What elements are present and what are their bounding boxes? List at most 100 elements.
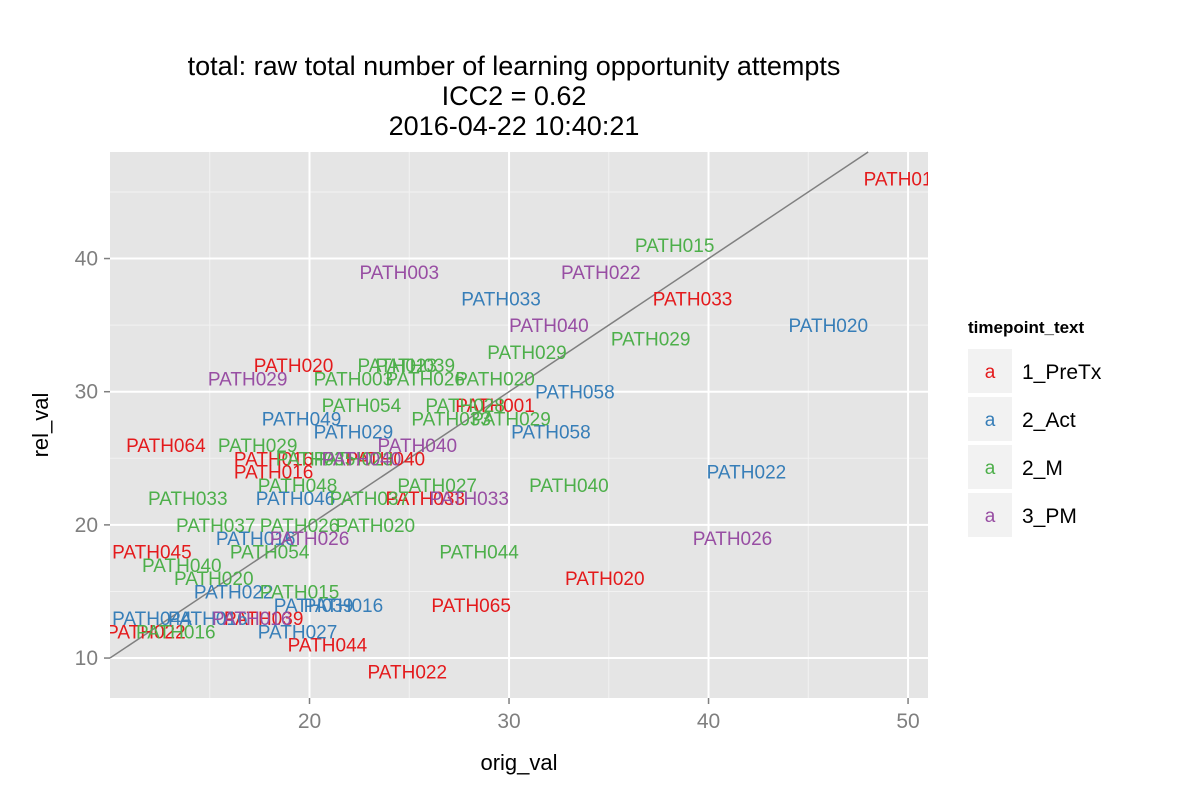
x-tick-label: 50 (896, 710, 919, 733)
plot-panel (110, 152, 928, 698)
point-label: PATH040 (346, 449, 426, 470)
y-tick-label: 20 (75, 514, 98, 537)
title-line-3: 2016-04-22 10:40:21 (389, 111, 640, 141)
point-label: PATH039 (224, 609, 304, 630)
reference-line (109, 151, 869, 659)
point-label: PATH033 (148, 489, 228, 510)
legend-label: 1_PreTx (1022, 361, 1102, 384)
point-label: PATH026 (693, 529, 773, 550)
x-tick-label: 30 (497, 710, 520, 733)
point-label: PATH020 (336, 516, 416, 537)
point-label: PATH044 (288, 636, 368, 657)
y-tick-label: 30 (75, 381, 98, 404)
point-label: PATH020 (174, 569, 254, 590)
point-label: PATH026 (260, 516, 340, 537)
point-label: PATH020 (254, 356, 334, 377)
point-label: PATH033 (411, 409, 491, 430)
point-label: PATH049 (262, 409, 342, 430)
point-label: PATH064 (126, 436, 206, 457)
point-label: PATH037 (330, 489, 410, 510)
point-label: PATH040 (142, 556, 222, 577)
point-label: PATH020 (788, 316, 868, 337)
point-label: PATH029 (314, 423, 394, 444)
x-axis-title: orig_val (480, 750, 557, 775)
point-label: PATH01 (864, 170, 933, 191)
point-label: PATH033 (429, 489, 509, 510)
legend-key (968, 445, 1012, 489)
chart-title: total: raw total number of learning oppo… (188, 51, 841, 141)
point-label: PATH029 (471, 409, 551, 430)
point-label: PATH027 (258, 622, 338, 643)
point-label: PATH058 (511, 423, 591, 444)
point-label: PATH003 (360, 263, 440, 284)
legend-key-glyph: a (985, 410, 996, 431)
point-label: PATH058 (535, 383, 615, 404)
point-label: PATH037 (176, 516, 256, 537)
point-label: PATH033 (653, 289, 733, 310)
point-label: PATH040 (529, 476, 609, 497)
point-label: PATH020 (565, 569, 645, 590)
point-label: PATH016 (168, 609, 248, 630)
legend-key-glyph: a (985, 506, 996, 527)
point-label: PATH015 (260, 582, 340, 603)
point-label: PATH027 (397, 476, 477, 497)
point-label: PATH023 (314, 449, 394, 470)
title-line-2: ICC2 = 0.62 (442, 81, 587, 111)
legend-item: a 2_Act (968, 397, 1076, 441)
point-label: PATH015 (635, 236, 715, 257)
legend-key (968, 397, 1012, 441)
point-label: PATH029 (208, 369, 288, 390)
x-axis: 20 30 40 50 orig_val (298, 698, 920, 775)
point-label: PATH022 (194, 582, 274, 603)
y-tick-label: 10 (75, 647, 98, 670)
point-label: PATH026 (270, 529, 350, 550)
point-label: PATH040 (509, 316, 589, 337)
point-label: PATH028 (425, 396, 505, 417)
grid-lines (110, 152, 928, 698)
point-label: PATH022 (561, 263, 641, 284)
legend-label: 3_PM (1022, 505, 1077, 528)
point-label: PATH033 (385, 489, 465, 510)
point-label: PATH016 (234, 463, 314, 484)
legend-key (968, 493, 1012, 537)
point-label: PATH026 (385, 369, 465, 390)
point-label: PATH003 (314, 369, 394, 390)
point-label: PATH029 (487, 343, 567, 364)
point-label: PATH020 (455, 369, 535, 390)
point-label: PATH029 (218, 436, 298, 457)
point-label: PATH022 (707, 463, 787, 484)
point-label: PATH029 (611, 329, 691, 350)
point-label: PATH054 (322, 396, 402, 417)
legend-item: a 2_M (968, 445, 1063, 489)
point-label: PATH039 (375, 356, 455, 377)
legend-key-glyph: a (985, 362, 996, 383)
legend-key-glyph: a (985, 458, 996, 479)
y-axis: 10 20 30 40 rel_val (28, 248, 110, 670)
legend-item: a 3_PM (968, 493, 1077, 537)
point-label: PATH045 (112, 543, 192, 564)
legend-label: 2_Act (1022, 409, 1076, 432)
point-label: PATH065 (431, 596, 511, 617)
point-label: PATH044 (439, 543, 519, 564)
point-label: PATH044 (112, 609, 192, 630)
point-label: PATH016 (234, 449, 314, 470)
point-label: PATH054 (230, 543, 310, 564)
point-label: PATH035 (276, 449, 356, 470)
point-label: PATH016 (212, 609, 292, 630)
point-label: PATH016 (304, 596, 384, 617)
point-label: PATH023 (358, 356, 438, 377)
point-label: PATH016 (136, 622, 216, 643)
point-label: PATH048 (258, 476, 338, 497)
data-labels: PATH01 PATH033 PATH020 PATH001 PATH064 PATH04… (110, 170, 933, 684)
x-tick-label: 20 (298, 710, 321, 733)
point-label: PATH040 (377, 436, 457, 457)
legend-label: 2_M (1022, 457, 1063, 480)
point-label: PATH001 (455, 396, 535, 417)
point-label: PATH040 (322, 449, 402, 470)
point-label: PATH022 (367, 662, 447, 683)
y-tick-label: 40 (75, 248, 98, 271)
point-label: PATH016 (216, 529, 296, 550)
